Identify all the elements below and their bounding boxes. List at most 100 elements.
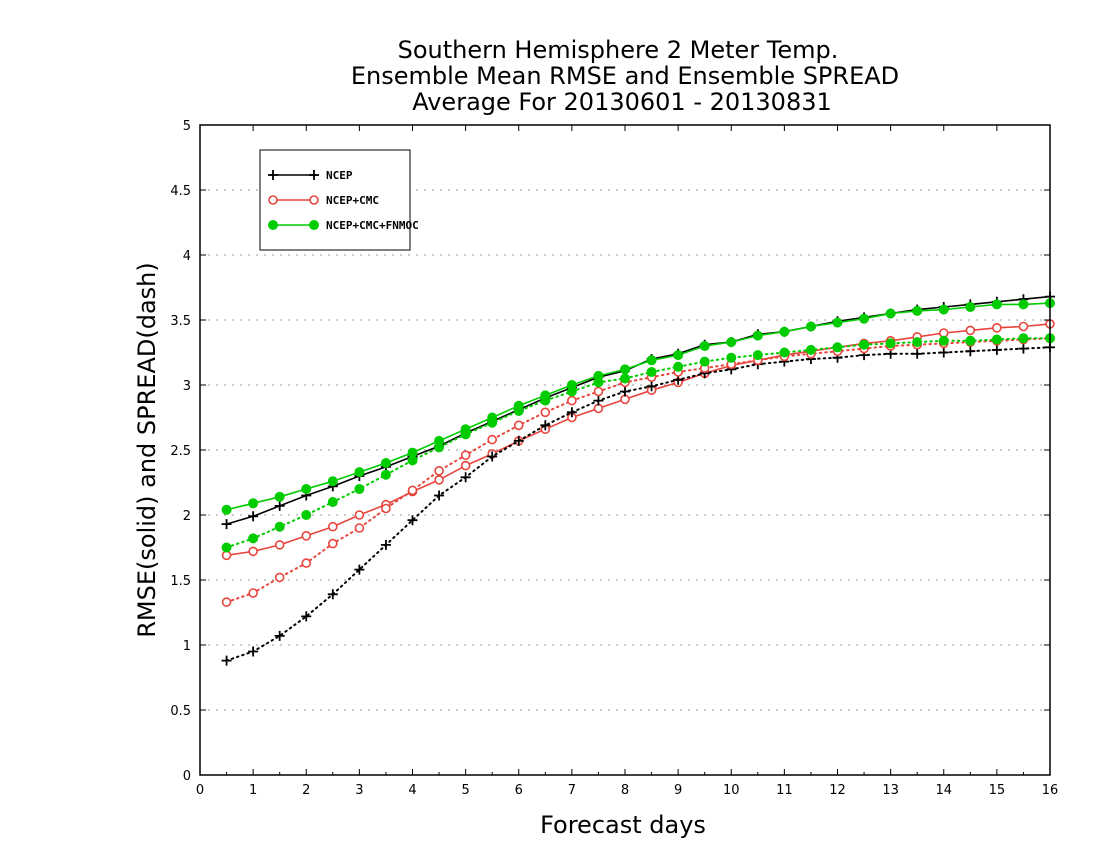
x-tick-label-16: 16 [1042,783,1059,798]
data-point-ncep-cmc-fnmoc-rmse-6 [380,458,391,468]
legend: NCEP NCEP+CMC NCEP+CMC+FNMOC [259,149,419,251]
data-point-ncep-cmc-fnmoc-rmse-0 [221,504,232,515]
data-point-ncep-cmc-rmse-30 [1018,321,1029,332]
data-point-ncep-cmc-fnmoc-rmse-24 [859,313,870,324]
x-tick-label-5: 5 [461,783,469,798]
data-point-ncep-cmc-fnmoc-spread-22 [805,344,816,355]
y-tick-label-6: 3 [183,379,191,394]
series-ncep-rmse [221,291,1055,530]
x-tick-label-14: 14 [935,783,952,798]
data-point-ncep-cmc-spread-12 [540,407,551,418]
y-tick-label-2: 1 [183,639,191,654]
data-point-ncep-cmc-fnmoc-spread-21 [779,347,790,358]
data-point-ncep-cmc-fnmoc-rmse-28 [965,302,976,312]
y-tick-label-3: 1.5 [170,574,191,589]
data-point-ncep-cmc-fnmoc-rmse-16 [646,355,657,366]
legend-marker-right-ncep-cmc [309,195,319,205]
x-tick-label-4: 4 [408,783,416,798]
data-point-ncep-cmc-spread-10 [487,434,497,445]
data-point-ncep-cmc-fnmoc-rmse-15 [620,364,630,375]
data-point-ncep-cmc-fnmoc-rmse-29 [991,299,1002,310]
x-tick-label-6: 6 [515,783,523,798]
data-point-ncep-cmc-fnmoc-spread-6 [380,469,391,480]
x-tick-label-9: 9 [674,783,682,798]
data-point-ncep-cmc-fnmoc-spread-15 [620,373,630,384]
data-point-ncep-cmc-fnmoc-spread-23 [832,342,843,353]
data-point-ncep-cmc-spread-6 [381,503,391,514]
data-point-ncep-cmc-spread-3 [301,558,312,568]
chart-title-line-1: Southern Hemisphere 2 Meter Temp. [398,36,839,64]
data-point-ncep-cmc-spread-0 [221,597,232,607]
data-point-ncep-cmc-fnmoc-rmse-22 [805,321,816,332]
data-point-ncep-spread-13 [566,407,577,418]
series-ncep-spread [221,342,1055,666]
data-point-ncep-spread-16 [646,381,657,392]
series-ncep-cmc-fnmoc-rmse [221,298,1055,515]
data-point-ncep-cmc-fnmoc-spread-16 [646,367,657,377]
data-point-ncep-cmc-fnmoc-spread-0 [221,542,232,553]
data-point-ncep-cmc-fnmoc-rmse-19 [726,337,737,348]
data-point-ncep-spread-4 [327,589,338,600]
series-line-ncep-rmse [226,295,1051,525]
data-point-ncep-cmc-fnmoc-spread-14 [593,377,604,388]
data-point-ncep-spread-14 [593,395,604,406]
data-point-ncep-spread-8 [434,490,445,501]
y-tick-label-8: 4 [183,249,191,264]
data-point-ncep-cmc-rmse-2 [274,540,285,550]
data-point-ncep-cmc-fnmoc-spread-25 [885,338,896,349]
data-point-ncep-cmc-fnmoc-spread-1 [248,533,259,544]
legend-marker-right-ncep [309,170,319,180]
data-point-ncep-cmc-fnmoc-rmse-18 [699,341,710,351]
series-line-ncep-cmc-rmse [226,323,1051,557]
data-point-ncep-cmc-fnmoc-spread-24 [859,339,870,350]
series-layer [221,291,1055,666]
data-point-ncep-cmc-fnmoc-rmse-20 [752,330,763,341]
data-point-ncep-cmc-rmse-5 [354,510,365,520]
legend-label-ncep: NCEP [326,169,353,182]
data-point-ncep-cmc-fnmoc-spread-2 [274,521,285,532]
data-point-ncep-spread-6 [380,539,391,550]
data-point-ncep-cmc-spread-2 [274,572,285,583]
data-point-ncep-cmc-rmse-8 [434,475,444,485]
data-point-ncep-spread-12 [540,420,551,431]
data-point-ncep-cmc-rmse-1 [248,546,258,557]
data-point-ncep-cmc-rmse-29 [992,322,1002,333]
data-point-ncep-cmc-fnmoc-spread-3 [301,510,312,520]
series-ncep-cmc-rmse [221,319,1055,561]
x-axis-label: Forecast days [540,811,706,839]
chart-title-line-3: Average For 20130601 - 20130831 [412,88,832,116]
data-point-ncep-cmc-fnmoc-spread-19 [726,352,737,363]
x-tick-label-1: 1 [249,783,257,798]
data-point-ncep-cmc-rmse-28 [965,325,976,336]
data-point-ncep-spread-28 [965,346,976,357]
series-line-ncep-cmc-spread [225,337,1051,604]
data-point-ncep-cmc-fnmoc-spread-26 [912,337,923,348]
data-point-ncep-cmc-spread-5 [354,523,365,533]
data-point-ncep-spread-26 [912,348,923,359]
y-tick-label-10: 5 [183,119,191,134]
data-point-ncep-spread-3 [301,611,312,622]
x-tick-label-15: 15 [989,783,1006,798]
chart-title-line-2: Ensemble Mean RMSE and Ensemble SPREAD [351,62,899,90]
x-tick-label-12: 12 [829,783,846,798]
data-point-ncep-cmc-fnmoc-spread-29 [991,334,1002,345]
data-point-ncep-cmc-fnmoc-spread-30 [1018,333,1029,344]
x-axis: 0 1 2 3 4 5 6 7 8 9 10 11 12 13 14 15 16 [196,125,1058,798]
data-point-ncep-cmc-spread-7 [407,485,418,496]
data-point-ncep-cmc-spread-13 [567,395,577,406]
data-point-ncep-cmc-fnmoc-spread-17 [673,361,684,372]
data-point-ncep-cmc-fnmoc-rmse-25 [885,308,896,319]
data-point-ncep-spread-11 [513,435,524,446]
data-point-ncep-rmse-2 [274,500,285,511]
data-point-ncep-cmc-fnmoc-rmse-30 [1018,299,1029,310]
data-point-ncep-cmc-spread-8 [434,465,444,476]
x-tick-label-11: 11 [776,783,793,798]
data-point-ncep-cmc-spread-11 [513,420,524,431]
data-point-ncep-cmc-spread-4 [328,538,338,549]
data-point-ncep-cmc-fnmoc-rmse-17 [673,350,684,361]
data-point-ncep-cmc-fnmoc-spread-27 [938,335,949,346]
data-point-ncep-rmse-0 [221,519,232,530]
data-point-ncep-cmc-fnmoc-spread-4 [327,497,338,507]
y-tick-label-5: 2.5 [170,444,191,459]
